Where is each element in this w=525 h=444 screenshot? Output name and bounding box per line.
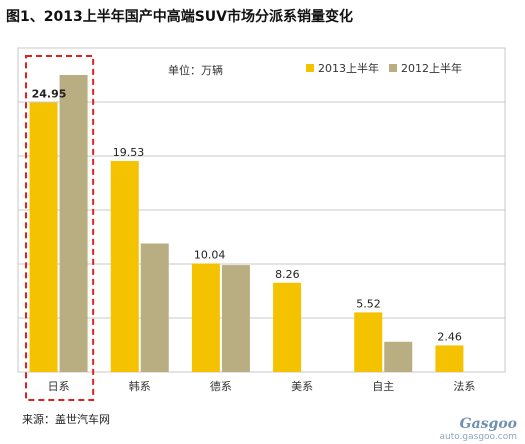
bar-2013-0 <box>29 102 58 372</box>
legend-item-2013: 2013上半年 <box>306 60 379 76</box>
bar-2012-2 <box>221 265 250 372</box>
bar-2012-4 <box>384 341 413 372</box>
watermark-logo: Gasgoo auto.gasgoo.com <box>439 416 517 442</box>
data-label-1: 19.53 <box>113 146 145 159</box>
legend-item-2012: 2012上半年 <box>389 60 462 76</box>
source-note: 来源：盖世汽车网 <box>22 413 110 426</box>
data-label-0: 24.95 <box>32 88 67 101</box>
data-label-4: 5.52 <box>356 297 381 310</box>
x-tick-label-3: 美系 <box>291 380 313 393</box>
chart-title: 图1、2013上半年国产中高端SUV市场分派系销量变化 <box>6 9 353 25</box>
x-tick-label-1: 韩系 <box>129 379 151 393</box>
watermark-url: auto.gasgoo.com <box>439 432 517 442</box>
data-label-5: 2.46 <box>437 330 462 343</box>
bar-2013-2 <box>191 263 220 372</box>
legend-label-2013: 2013上半年 <box>318 62 379 75</box>
x-tick-label-2: 德系 <box>210 379 232 393</box>
x-tick-label-4: 自主 <box>372 380 394 393</box>
data-label-2: 10.04 <box>194 249 226 262</box>
bar-2013-4 <box>354 312 383 372</box>
legend: 2013上半年 2012上半年 <box>306 60 462 76</box>
bar-2013-3 <box>273 282 302 372</box>
bar-2012-1 <box>140 243 169 372</box>
bar-2013-1 <box>110 161 139 372</box>
watermark-brand: Gasgoo <box>459 416 517 432</box>
x-tick-label-5: 法系 <box>453 379 475 393</box>
legend-swatch-2013 <box>306 64 314 72</box>
x-tick-label-0: 日系 <box>48 380 70 393</box>
highlight-box <box>25 55 95 401</box>
data-label-3: 8.26 <box>275 268 300 281</box>
bar-2012-0 <box>59 75 88 372</box>
legend-swatch-2012 <box>389 64 397 72</box>
legend-label-2012: 2012上半年 <box>401 62 462 75</box>
bar-2013-5 <box>435 345 464 372</box>
unit-label: 单位：万辆 <box>168 64 223 77</box>
